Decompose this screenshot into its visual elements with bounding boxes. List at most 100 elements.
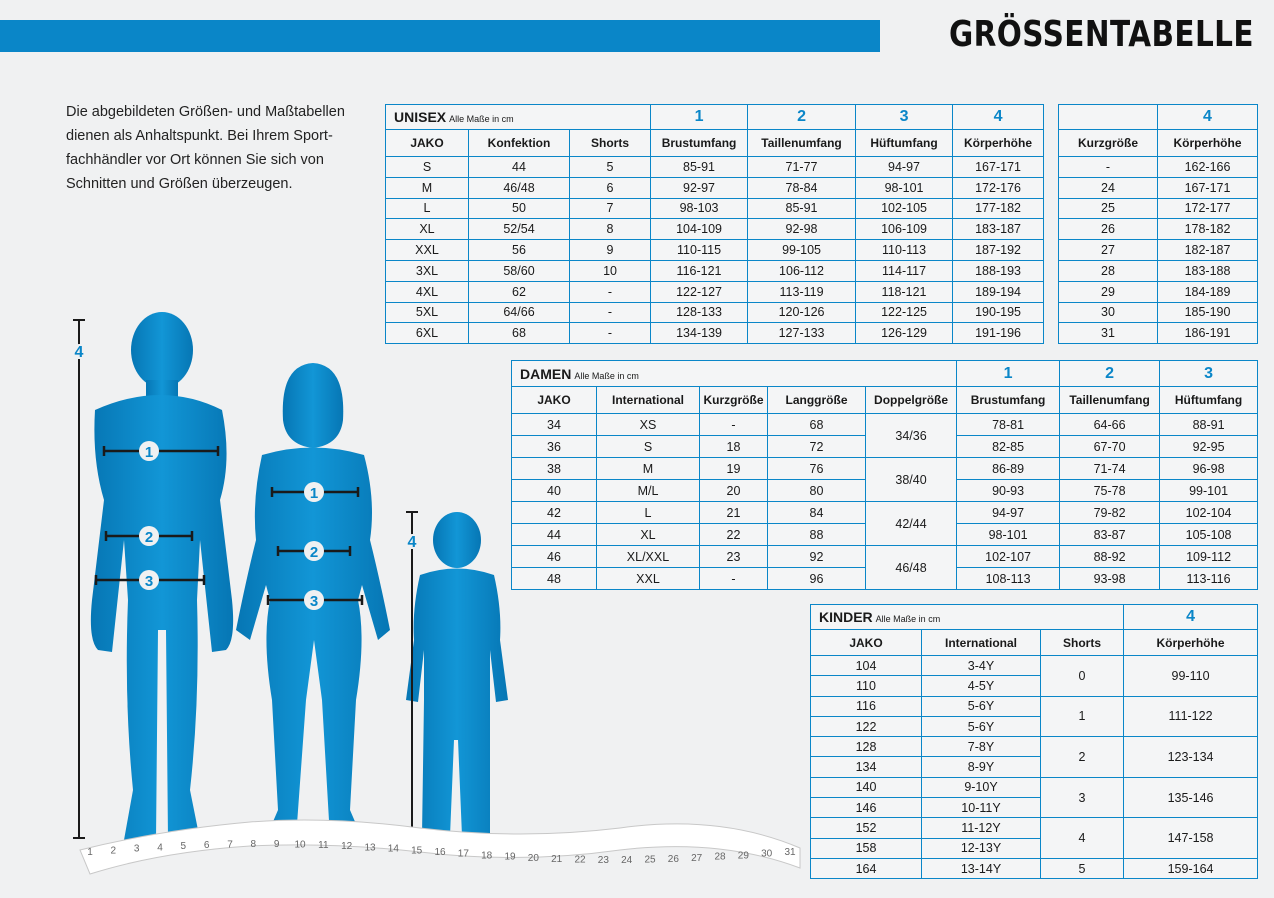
table-row: 42 L 21 84 42/44 94-97 79-82 102-104: [511, 501, 1259, 546]
table-cell: 146: [810, 797, 922, 819]
table-cell: 113-116: [1159, 567, 1259, 590]
table-cell: 76: [767, 457, 866, 480]
table-cell: 10-11Y: [921, 797, 1041, 819]
table-cell: 28: [1058, 259, 1158, 282]
table-cell: 30: [1058, 301, 1158, 324]
table-row: 140 9-10Y 3 135-146: [810, 776, 1259, 819]
table-cell: 109-112: [1159, 545, 1259, 568]
doppelgroesse-cell: 42/44: [864, 501, 958, 546]
measure-number: 4: [952, 104, 1045, 130]
tape-number: 8: [251, 839, 257, 850]
table-cell: 126-129: [855, 322, 954, 345]
table-cell: XL: [596, 523, 700, 546]
table-row: 31 186-191: [1058, 322, 1258, 345]
height-cell: 135-146: [1123, 776, 1259, 819]
man-marker-4: 4: [75, 344, 84, 361]
kinder-table: KINDER Alle Maße in cm 4 JAKO Internation…: [809, 604, 1259, 880]
shorts-cell: 0: [1039, 655, 1125, 697]
table-cell: 102-107: [956, 545, 1061, 568]
table-cell: 4-5Y: [921, 675, 1041, 697]
table-cell: 110-115: [650, 239, 749, 261]
table-cell: 162-166: [1157, 156, 1258, 178]
column-header: Langgröße: [767, 386, 866, 414]
table-cell: 78-81: [956, 413, 1061, 436]
table-row: 26 178-182: [1058, 218, 1258, 241]
column-header: Hüftumfang: [855, 129, 954, 157]
child-marker-4: 4: [408, 534, 417, 551]
table-cell: 96-98: [1159, 457, 1259, 480]
svg-text:1: 1: [310, 485, 318, 502]
tape-number: 30: [761, 849, 773, 860]
column-header: Brustumfang: [956, 386, 1061, 414]
table-row: 164 13-14Y 5 159-164: [810, 857, 1259, 880]
tape-number: 23: [598, 855, 610, 866]
table-row: 116 5-6Y 1 111-122: [810, 695, 1259, 738]
table-cell: 64-66: [1059, 413, 1161, 436]
tape-number: 31: [784, 847, 796, 858]
table-cell: XL: [385, 218, 469, 241]
table-cell: 183-187: [952, 218, 1045, 241]
table-cell: 152: [810, 817, 922, 839]
table-cell: 93-98: [1059, 567, 1161, 590]
table-row: XL 52/54 8 104-109 92-98 106-109 183-187: [385, 218, 1045, 241]
table-cell: 96: [767, 567, 866, 590]
table-cell: 98-101: [855, 176, 954, 199]
table-cell: 188-193: [952, 259, 1045, 282]
table-cell: 46/48: [468, 176, 570, 199]
table-cell: 44: [468, 156, 570, 178]
column-header: Körperhöhe: [952, 129, 1045, 157]
tape-number: 1: [87, 847, 93, 858]
table-cell: 128-133: [650, 301, 749, 324]
table-cell: 99-101: [1159, 479, 1259, 502]
table-cell: 128: [810, 736, 922, 758]
table-cell: 9-10Y: [921, 776, 1041, 799]
table-cell: 29: [1058, 280, 1158, 303]
table-cell: S: [385, 156, 469, 178]
table-cell: -: [568, 280, 652, 303]
table-cell: 122: [810, 715, 922, 738]
table-row: -162-166: [1058, 156, 1258, 178]
table-cell: 178-182: [1157, 218, 1258, 241]
table-cell: 185-190: [1157, 301, 1258, 324]
table-group-row: DAMEN Alle Maße in cm 1 2 3: [510, 360, 1259, 387]
shorts-cell: 4: [1039, 817, 1125, 859]
tape-number: 18: [481, 850, 493, 861]
table-cell: 182-187: [1157, 239, 1258, 261]
column-header: Shorts: [1039, 629, 1125, 656]
measure-number: 3: [855, 104, 954, 130]
intro-text: Die abgebildeten Größen- und Maßtabellen…: [66, 100, 366, 196]
child-silhouette: [406, 512, 508, 836]
table-cell: 104-109: [650, 218, 749, 241]
tape-number: 22: [574, 855, 586, 866]
shorts-cell: 2: [1039, 736, 1125, 778]
table-cell: -: [568, 322, 652, 345]
table-group-row: 4: [1058, 104, 1258, 130]
tape-number: 19: [504, 852, 516, 863]
page-title: GRÖSSENTABELLE: [948, 14, 1254, 55]
table-cell: 167-171: [952, 156, 1045, 178]
table-cell: 10: [568, 259, 652, 282]
tape-number: 3: [134, 844, 140, 855]
table-row: 38 M 19 76 38/40 86-89 71-74 96-98: [511, 457, 1259, 502]
doppelgroesse-cell: 34/36: [864, 413, 958, 458]
column-header: Kurzgröße: [1058, 129, 1158, 157]
table-cell: 134: [810, 756, 922, 778]
measure-number: 2: [747, 104, 857, 130]
table-cell: 52/54: [468, 218, 570, 241]
column-header: Körperhöhe: [1157, 129, 1258, 157]
table-row: S 44 5 85-91 71-77 94-97 167-171: [385, 156, 1045, 178]
empty-cell: [1058, 104, 1158, 130]
table-cell: 116: [810, 695, 922, 717]
table-cell: 3XL: [385, 259, 469, 282]
table-cell: 190-195: [952, 301, 1045, 324]
height-cell: 159-164: [1123, 857, 1259, 880]
table-cell: 108-113: [956, 567, 1061, 590]
table-cell: 6XL: [385, 322, 469, 345]
table-cell: 71-77: [747, 156, 857, 178]
tape-number: 5: [181, 841, 187, 852]
table-cell: 110-113: [855, 239, 954, 261]
man-height-line: [73, 319, 85, 839]
shorts-cell: 5: [1039, 857, 1125, 880]
shorts-cell: 1: [1039, 695, 1125, 738]
tape-number: 4: [157, 842, 163, 853]
